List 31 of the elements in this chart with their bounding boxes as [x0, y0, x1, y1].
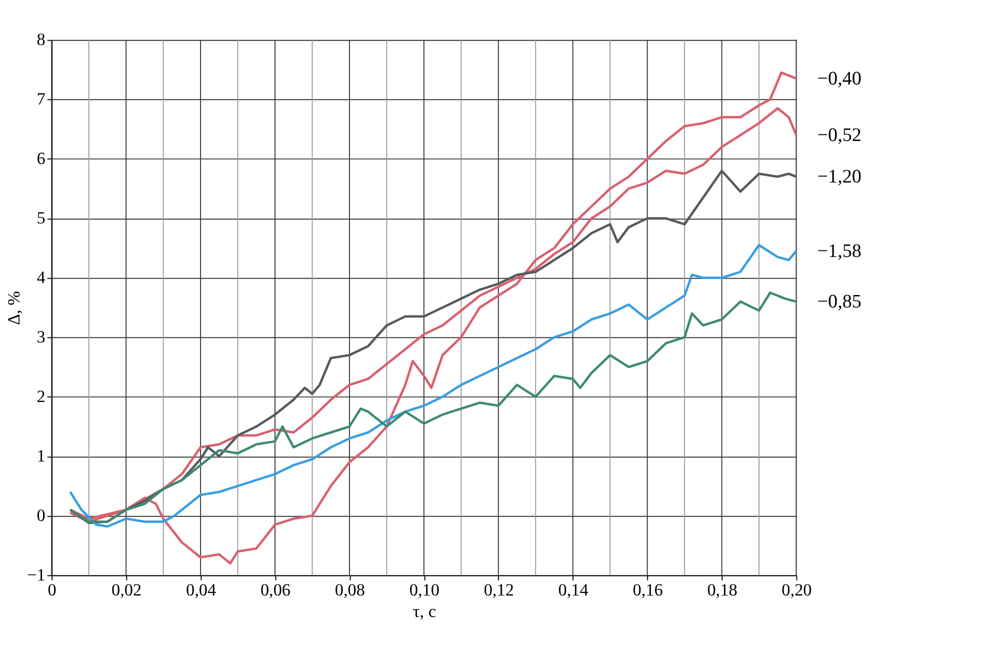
series-label: −1,58 — [817, 240, 862, 262]
x-axis-title: τ, c — [412, 602, 436, 621]
y-tick-label: 2 — [36, 387, 46, 406]
y-tick-label: 4 — [36, 268, 46, 288]
x-tick-label: 0,14 — [558, 580, 589, 600]
series-label: −0,85 — [817, 291, 862, 312]
y-tick-label: 3 — [36, 328, 46, 347]
line-series — [69, 291, 796, 523]
y-tick-label: 7 — [36, 90, 46, 109]
y-tick-label: 5 — [36, 208, 46, 228]
x-tick-label: 0,02 — [112, 580, 142, 600]
y-tick-label: 0 — [36, 506, 46, 525]
line-series — [69, 244, 796, 528]
x-tick-label: 0,20 — [782, 580, 812, 600]
x-tick-label: 0,04 — [186, 580, 216, 600]
line-series — [69, 170, 796, 524]
x-tick-label: 0,06 — [260, 580, 291, 600]
line-series — [69, 71, 796, 564]
y-tick-label: 8 — [36, 30, 46, 50]
x-tick-label: 0,12 — [484, 580, 514, 600]
x-tick-label: 0,16 — [632, 580, 664, 600]
y-tick-label: 6 — [36, 149, 46, 168]
series-label: −0,40 — [817, 68, 862, 90]
y-tick-label: −1 — [27, 565, 46, 584]
series-label: −0,52 — [817, 124, 862, 146]
series-label: −1,20 — [817, 166, 862, 188]
x-tick-label: 0,18 — [707, 580, 738, 600]
x-tick-label: 0,10 — [409, 580, 440, 600]
x-tick-label: 0,08 — [334, 580, 365, 600]
y-axis-title: Δ, % — [4, 291, 24, 326]
y-tick-label: 1 — [36, 446, 46, 466]
